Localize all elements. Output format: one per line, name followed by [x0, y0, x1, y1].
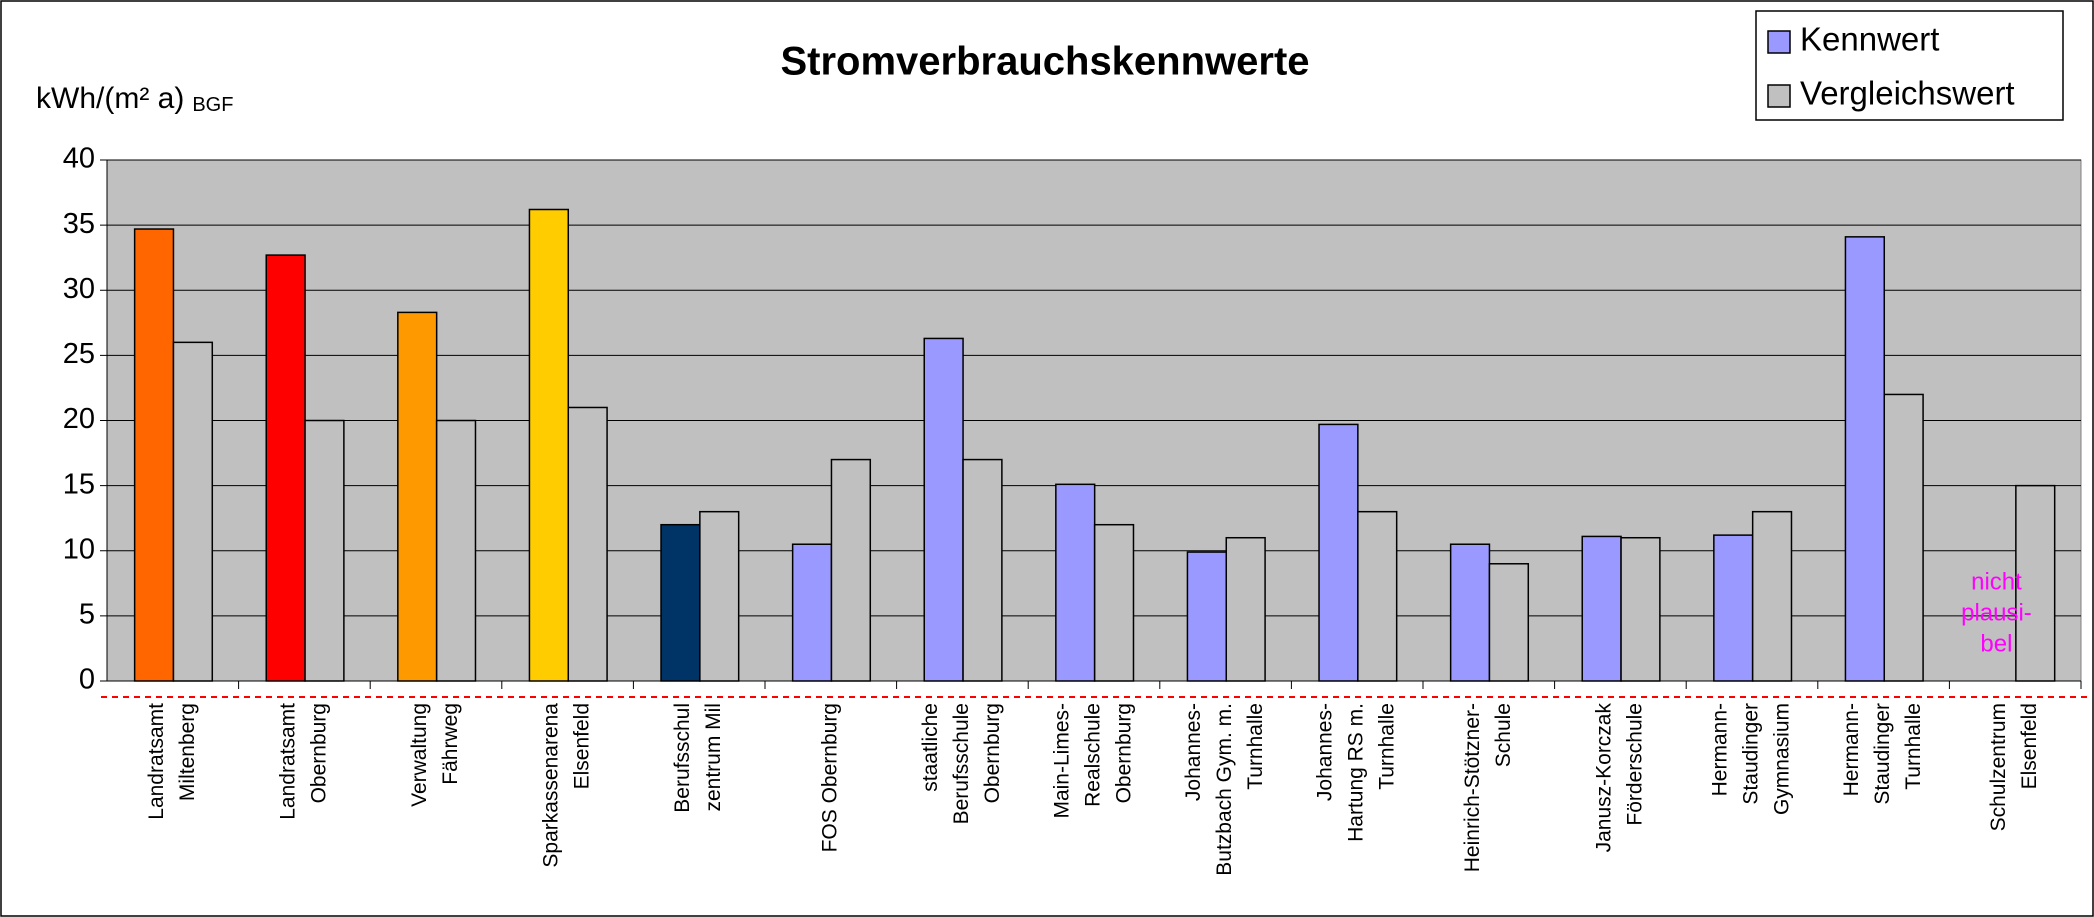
x-tick-label: Berufsschul — [671, 703, 694, 813]
bar — [172, 341, 214, 682]
x-tick-label: Heinrich-Stötzner- — [1461, 703, 1484, 872]
y-tick-label: 5 — [79, 599, 95, 631]
bar — [1713, 534, 1754, 682]
x-tick-label: Elsenfeld — [2018, 703, 2041, 789]
x-tick-label: Verwaltung — [408, 703, 431, 807]
bar — [1093, 523, 1135, 682]
x-tick-label: Förderschule — [1623, 703, 1646, 826]
y-tick-label: 40 — [63, 143, 95, 175]
x-tick-label: Landratsamt — [145, 703, 168, 820]
bar — [699, 510, 740, 682]
bar — [567, 406, 608, 682]
x-tick-label: Butzbach Gym. m. — [1213, 703, 1236, 876]
y-tick-label: 30 — [63, 273, 95, 305]
bar — [1225, 536, 1266, 682]
x-tick-label: Hermann- — [1840, 703, 1863, 796]
bar — [528, 208, 570, 682]
bar — [435, 419, 477, 682]
bar — [830, 458, 872, 682]
x-tick-label: Johannes- — [1314, 703, 1337, 801]
x-tick-label: Hermann- — [1709, 703, 1732, 796]
y-tick-label: 20 — [63, 403, 95, 435]
y-axis-label-main: kWh/(m² a) — [36, 82, 184, 115]
x-tick-label: Schulzentrum — [1987, 703, 2010, 831]
x-tick-label: Miltenberg — [176, 703, 199, 801]
bar — [791, 543, 833, 682]
x-tick-label: Obernburg — [981, 703, 1004, 803]
legend-swatch — [1767, 84, 1791, 108]
legend-box — [1755, 10, 2064, 121]
annotation: plausi- — [1961, 599, 2032, 626]
x-tick-label: Elsenfeld — [571, 703, 594, 789]
bar — [304, 419, 345, 682]
bar — [660, 523, 701, 682]
y-tick-label: 0 — [79, 664, 95, 696]
x-tick-label: Berufsschule — [950, 703, 973, 824]
x-tick-label: Obernburg — [307, 703, 330, 803]
bar — [1186, 551, 1228, 682]
x-tick-label: FOS Obernburg — [818, 703, 841, 852]
bar — [1620, 536, 1661, 682]
y-tick-label: 35 — [63, 208, 95, 240]
x-tick-label: Obernburg — [1113, 703, 1136, 803]
bar — [1055, 483, 1096, 682]
bar — [1488, 563, 1530, 682]
bar — [1357, 510, 1398, 682]
x-tick-label: Johannes- — [1182, 703, 1205, 801]
bar — [1844, 236, 1886, 682]
bar — [265, 254, 306, 682]
x-tick-label: Turnhalle — [1902, 703, 1925, 790]
bar — [1751, 510, 1793, 682]
bar — [1883, 393, 1924, 682]
x-tick-label: Schule — [1492, 703, 1515, 767]
y-axis-label: kWh/(m² a) BGF — [36, 82, 233, 116]
bar — [1581, 535, 1622, 682]
x-tick-label: Main-Limes- — [1051, 703, 1074, 819]
x-tick-label: Staudinger — [1871, 703, 1894, 805]
x-tick-label: Turnhalle — [1244, 703, 1267, 790]
y-tick-label: 15 — [63, 468, 95, 500]
y-tick-label: 10 — [63, 533, 95, 565]
bar — [962, 458, 1003, 682]
bar — [1449, 543, 1491, 682]
x-tick-label: Sparkassenarena — [540, 703, 563, 868]
legend-label: Vergleichswert — [1800, 75, 2015, 112]
x-tick-label: Turnhalle — [1376, 703, 1399, 790]
x-tick-label: Fährweg — [439, 703, 462, 785]
y-tick-label: 25 — [63, 338, 95, 370]
annotation: bel — [1980, 630, 2012, 657]
x-tick-label: Staudinger — [1740, 703, 1763, 805]
legend-swatch — [1767, 30, 1791, 54]
y-axis-label-sub: BGF — [192, 94, 233, 116]
chart-title: Stromverbrauchskennwerte — [780, 40, 1309, 84]
x-tick-label: staatliche — [919, 703, 942, 792]
bar — [397, 311, 438, 682]
x-tick-label: Gymnasium — [1771, 703, 1794, 815]
x-tick-label: Hartung RS m. — [1345, 703, 1368, 842]
x-tick-label: zentrum Mil — [702, 703, 725, 812]
annotation: nicht — [1971, 568, 2022, 595]
bar — [923, 337, 964, 682]
x-tick-label: Realschule — [1082, 703, 1105, 807]
bar — [133, 228, 175, 682]
x-tick-label: Landratsamt — [276, 703, 299, 820]
legend-label: Kennwert — [1800, 21, 1939, 58]
bar — [1318, 423, 1359, 682]
bar — [2015, 484, 2056, 682]
x-tick-label: Janusz-Korczak — [1592, 703, 1615, 853]
